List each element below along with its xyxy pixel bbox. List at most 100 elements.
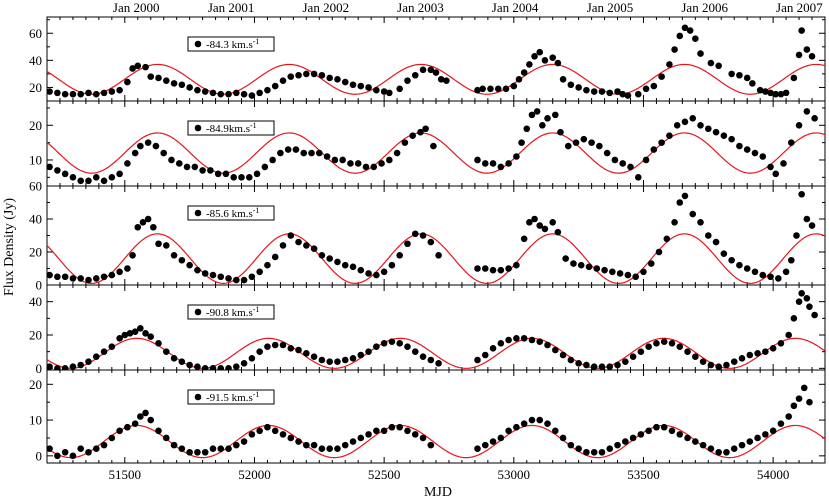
model-curve <box>47 63 825 95</box>
data-point <box>287 232 295 239</box>
data-point <box>155 340 162 347</box>
data-point <box>124 423 131 431</box>
data-point <box>144 215 152 223</box>
data-point <box>194 266 201 274</box>
data-point <box>147 73 155 80</box>
data-point <box>782 89 790 97</box>
data-point <box>666 132 673 139</box>
data-point <box>798 290 805 297</box>
data-point <box>419 232 427 239</box>
data-point <box>186 261 193 269</box>
data-point <box>531 52 538 60</box>
data-point <box>175 160 183 167</box>
data-point <box>209 445 217 452</box>
data-point <box>549 54 556 61</box>
data-point <box>271 341 279 349</box>
legend-label: -85.6 km.s-1 <box>206 206 259 220</box>
data-point <box>624 92 632 99</box>
data-point <box>650 82 658 90</box>
data-point <box>419 434 427 442</box>
data-point <box>77 361 85 369</box>
y-tick-label: 20 <box>29 328 42 343</box>
data-point <box>85 177 92 185</box>
data-point <box>85 448 92 456</box>
data-point <box>240 360 248 367</box>
data-point <box>590 88 598 95</box>
data-point <box>77 445 85 452</box>
data-point <box>513 153 520 160</box>
data-point <box>427 238 435 246</box>
data-point <box>720 250 728 257</box>
data-point <box>116 86 123 94</box>
data-point <box>567 441 575 449</box>
data-point <box>178 358 186 365</box>
data-point <box>279 242 287 249</box>
data-point <box>365 270 372 277</box>
data-point <box>217 273 225 281</box>
panel-2: 10 20 -84.9km.s-1 <box>29 100 826 187</box>
data-point <box>347 160 354 167</box>
legend-velocity: -84.3 km.s <box>206 39 253 51</box>
legend-marker <box>194 209 202 217</box>
data-point <box>751 268 759 276</box>
data-point <box>69 174 77 181</box>
data-point <box>253 170 261 178</box>
data-point <box>47 363 53 370</box>
data-point <box>411 348 419 355</box>
legend-box <box>187 36 275 52</box>
data-point <box>388 261 396 269</box>
data-point <box>518 139 525 146</box>
date-label: Jan 2002 <box>302 0 349 15</box>
data-point <box>562 255 569 262</box>
data-point <box>627 163 634 171</box>
data-point <box>528 336 536 344</box>
data-point <box>334 258 341 266</box>
data-point <box>749 80 756 87</box>
data-point <box>201 270 209 277</box>
data-point <box>588 139 595 146</box>
date-label: Jan 2004 <box>492 0 539 15</box>
data-point <box>533 108 541 115</box>
data-point <box>528 111 536 119</box>
data-point <box>137 142 144 150</box>
data-point <box>692 438 699 445</box>
data-point <box>155 74 162 82</box>
legend-marker <box>194 393 202 401</box>
data-point <box>61 365 69 370</box>
legend-unit-exponent: -1 <box>253 390 260 399</box>
data-point <box>557 128 564 136</box>
y-tick-label: 20 <box>29 245 42 260</box>
data-point <box>481 351 489 359</box>
y-tick-label: 20 <box>29 377 42 392</box>
data-point <box>790 315 798 322</box>
panel-5: 0 10 20 -91.5 km.s-1 <box>29 369 826 464</box>
data-point <box>769 345 777 352</box>
data-point <box>326 255 333 262</box>
data-point <box>609 268 616 276</box>
data-point <box>404 240 411 248</box>
data-point <box>373 427 380 435</box>
data-point <box>583 448 590 456</box>
data-point <box>601 266 608 274</box>
y-tick-label: 0 <box>36 361 43 376</box>
legend-label: -90.8 km.s-1 <box>206 305 259 319</box>
data-point <box>728 135 735 143</box>
data-point <box>541 57 549 64</box>
data-point <box>634 174 642 181</box>
x-tick-label: 54000 <box>757 467 790 482</box>
data-point <box>554 228 562 236</box>
legend-label: -84.3 km.s-1 <box>206 37 259 51</box>
data-point <box>357 266 365 274</box>
data-point <box>743 265 751 272</box>
data-point <box>754 350 761 357</box>
data-point <box>637 348 645 355</box>
data-point <box>432 69 440 76</box>
date-label: Jan 2001 <box>208 0 255 15</box>
data-point <box>256 268 263 276</box>
data-point <box>795 121 803 129</box>
date-label: Jan 2000 <box>113 0 160 15</box>
data-point <box>303 242 310 249</box>
data-point <box>380 88 388 95</box>
data-point <box>362 163 370 171</box>
data-point <box>373 343 380 350</box>
